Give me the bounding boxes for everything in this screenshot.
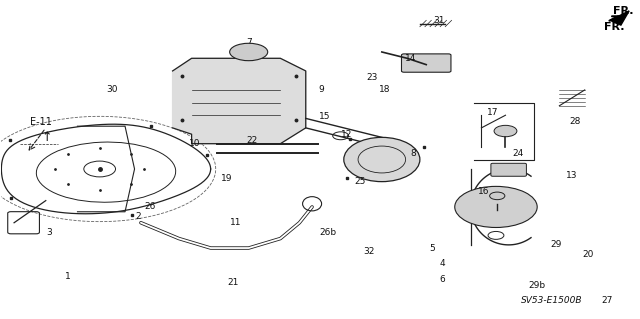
Text: ↑: ↑ <box>42 131 52 144</box>
Text: 5: 5 <box>429 243 435 253</box>
Text: 15: 15 <box>319 112 330 121</box>
Text: 27: 27 <box>601 296 612 305</box>
Circle shape <box>494 125 517 137</box>
Polygon shape <box>610 11 629 25</box>
Text: 13: 13 <box>566 171 578 180</box>
Text: 6: 6 <box>439 275 445 284</box>
Text: 28: 28 <box>570 117 581 126</box>
Circle shape <box>455 186 537 227</box>
Text: 9: 9 <box>319 85 324 94</box>
FancyBboxPatch shape <box>491 163 527 176</box>
Text: 7: 7 <box>246 38 252 47</box>
Text: 31: 31 <box>433 16 445 25</box>
Text: 24: 24 <box>513 149 524 158</box>
Text: E-11: E-11 <box>30 116 52 127</box>
Text: 4: 4 <box>439 259 445 268</box>
Ellipse shape <box>344 137 420 182</box>
Text: 1: 1 <box>65 272 71 281</box>
Text: 10: 10 <box>189 139 200 148</box>
Text: 12: 12 <box>341 130 353 139</box>
Text: 30: 30 <box>107 85 118 94</box>
Text: 3: 3 <box>46 228 52 237</box>
Text: 8: 8 <box>411 149 417 158</box>
Text: 22: 22 <box>246 136 257 145</box>
Text: 17: 17 <box>487 108 499 116</box>
Text: 32: 32 <box>364 247 375 256</box>
Polygon shape <box>173 58 306 144</box>
FancyBboxPatch shape <box>401 54 451 72</box>
Text: 21: 21 <box>227 278 239 287</box>
Text: 14: 14 <box>404 54 416 63</box>
Ellipse shape <box>230 43 268 61</box>
Text: 23: 23 <box>367 73 378 82</box>
Text: SV53-E1500B: SV53-E1500B <box>522 296 583 305</box>
Text: 26b: 26b <box>319 228 337 237</box>
Text: 29b: 29b <box>529 281 546 291</box>
Text: 16: 16 <box>477 187 489 196</box>
Text: 2: 2 <box>135 212 141 221</box>
Text: FR.: FR. <box>604 22 624 32</box>
Text: 18: 18 <box>380 85 391 94</box>
Text: 19: 19 <box>221 174 232 183</box>
Text: 11: 11 <box>230 218 242 227</box>
Text: 20: 20 <box>582 250 594 259</box>
Text: 25: 25 <box>354 177 365 186</box>
Text: 26: 26 <box>145 203 156 211</box>
Text: 29: 29 <box>550 241 562 249</box>
Text: FR.: FR. <box>613 6 634 16</box>
Circle shape <box>490 192 505 200</box>
